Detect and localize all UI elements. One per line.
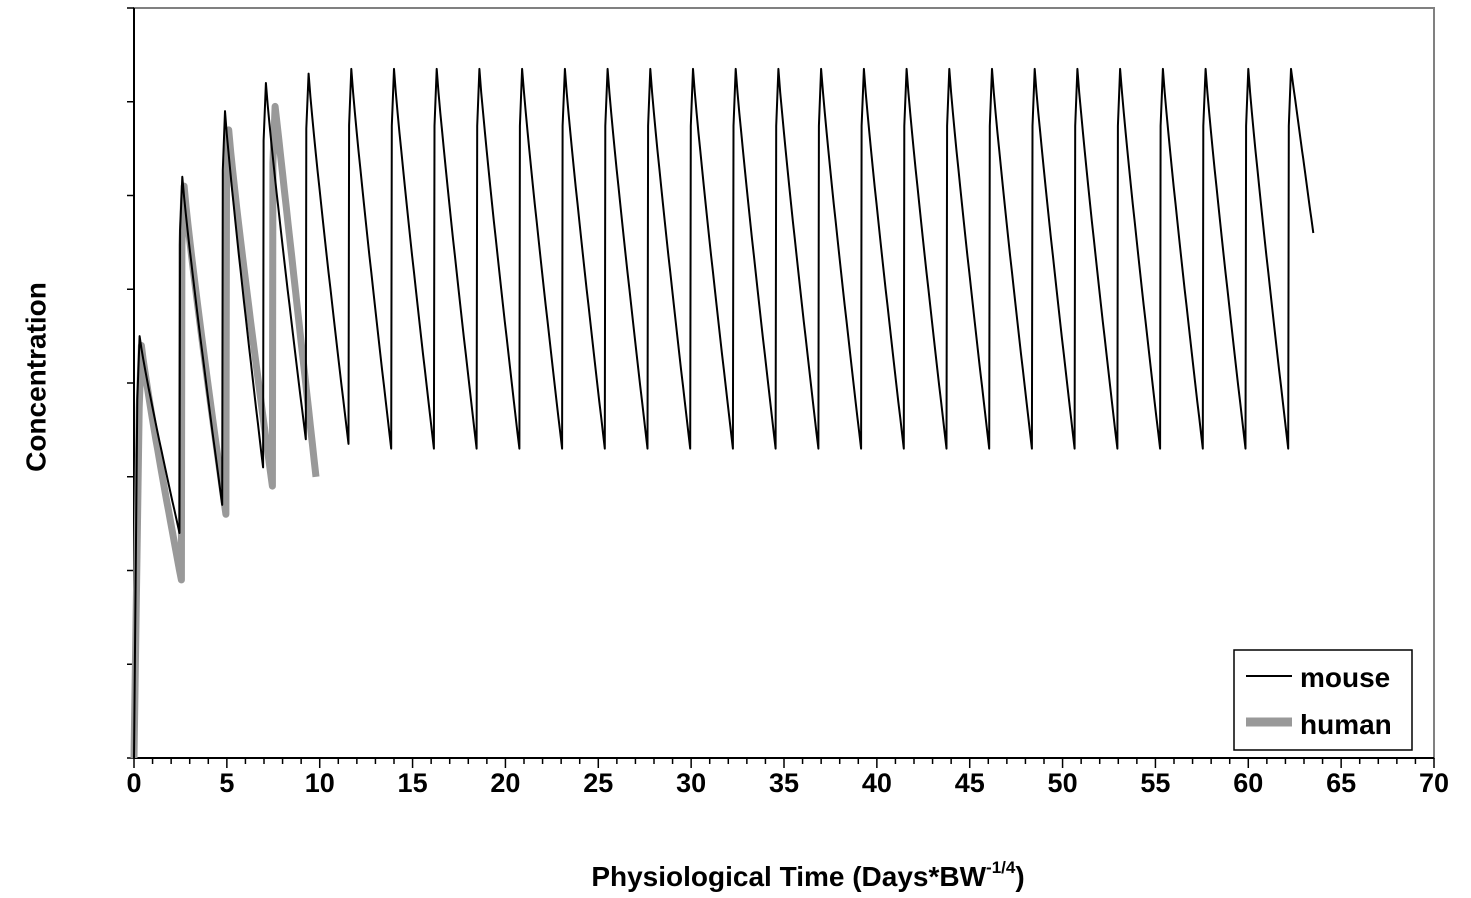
x-axis-title: Physiological Time (Days*BW-1/4) [591,858,1024,892]
x-axis-title-superscript: -1/4 [986,858,1016,877]
x-axis-title-suffix: ) [1015,861,1024,892]
x-axis-ticks [133,758,1435,768]
y-axis-title: Concentration [20,282,51,472]
y-axis-ticks [127,7,134,759]
x-tick-label: 45 [955,768,985,798]
series-line-human [130,102,320,759]
x-tick-label: 40 [862,768,892,798]
plot-area [133,7,1435,759]
legend: mouse human [1233,649,1413,751]
x-tick-label: 0 [126,768,141,798]
x-tick-label: 60 [1233,768,1263,798]
x-tick-label: 35 [769,768,799,798]
series-layer [130,67,1315,759]
x-tick-label: 55 [1140,768,1170,798]
legend-box [1233,649,1413,751]
x-tick-label: 15 [398,768,428,798]
x-tick-label: 20 [490,768,520,798]
legend-label-human: human [1300,709,1392,740]
series-line-mouse [133,67,1315,759]
x-tick-label: 50 [1048,768,1078,798]
x-tick-label: 65 [1326,768,1356,798]
x-tick-label: 25 [583,768,613,798]
x-tick-label: 5 [219,768,234,798]
x-axis-tick-labels: 0 5 10 15 20 25 30 35 40 45 50 55 60 65 70 [126,768,1449,798]
x-tick-label: 10 [305,768,335,798]
x-axis-title-main: Physiological Time (Days*BW [591,861,986,892]
x-tick-label: 70 [1419,768,1449,798]
legend-label-mouse: mouse [1300,662,1390,693]
x-tick-label: 30 [676,768,706,798]
